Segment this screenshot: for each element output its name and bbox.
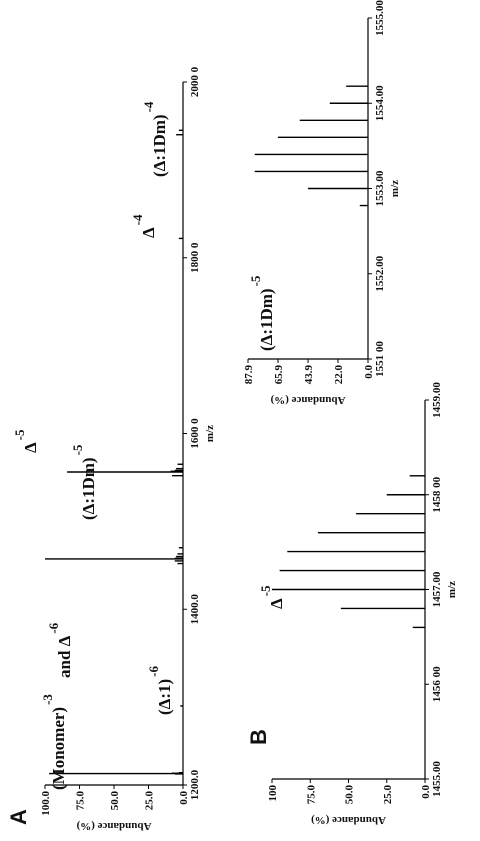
y-axis-label: Abundance (%) xyxy=(76,820,151,832)
annotation-charge: -5 xyxy=(248,275,263,286)
x-tick-label: 1200.0 xyxy=(189,769,201,800)
annotation: (Δ:1Dm) xyxy=(257,288,276,351)
annotation-charge: -3 xyxy=(40,694,55,705)
y-tick-label: 75.0 xyxy=(75,791,87,811)
y-tick-label: 25.0 xyxy=(382,785,394,805)
x-tick-label: 2000 0 xyxy=(189,66,201,97)
y-tick-label: 50.0 xyxy=(344,785,356,805)
x-tick-label: 1600 0 xyxy=(189,418,201,449)
x-axis-label: m/z xyxy=(204,425,216,442)
y-tick-label: 0.0 xyxy=(178,791,190,805)
rotated-figure: 1200.0 1400.0 1600 0 1800 0 2000 0 0.0 25.0 50.… xyxy=(6,0,458,832)
annotation: (Monomer) xyxy=(49,707,68,790)
x-tick-label: 1459.00 xyxy=(431,382,443,418)
x-tick-label: 1456 00 xyxy=(431,666,443,702)
y-tick-label: 75.0 xyxy=(305,785,317,805)
y-axis-label: Abundance (%) xyxy=(270,394,345,406)
panel-label: B xyxy=(246,729,271,745)
y-tick-label: 65.9 xyxy=(273,365,285,385)
annotation: and Δ xyxy=(55,635,74,678)
x-tick-label: 1457.00 xyxy=(431,571,443,607)
annotation: (Δ:1) xyxy=(155,679,174,715)
x-tick-label: 1455.00 xyxy=(431,761,443,797)
x-tick-label: 1458 00 xyxy=(431,476,443,512)
y-tick-label: 0.0 xyxy=(363,365,375,379)
x-tick-label: 1800 0 xyxy=(189,242,201,273)
annotation: Δ xyxy=(21,442,40,453)
y-tick-label: 0.0 xyxy=(420,785,432,799)
x-axis-label: m/z xyxy=(446,581,458,598)
annotation: (Δ:1Dm) xyxy=(150,114,169,177)
y-tick-label: 25.0 xyxy=(144,791,156,811)
annotation-charge: -5 xyxy=(12,429,27,440)
x-tick-label: 1400.0 xyxy=(189,594,201,625)
x-tick-label: 1554.00 xyxy=(374,85,386,121)
annotation: Δ xyxy=(267,598,286,609)
x-tick-label: 1555.00 xyxy=(374,0,386,36)
x-tick-label: 1552.00 xyxy=(374,255,386,291)
annotation-charge: -4 xyxy=(141,101,156,112)
annotation-charge: -5 xyxy=(258,585,273,596)
y-tick-label: 100 xyxy=(267,785,279,802)
annotation-charge: -5 xyxy=(70,444,85,455)
annotation: (Δ:1Dm) xyxy=(79,457,98,520)
x-axis-label: m/z xyxy=(389,180,401,197)
annotation-charge: -4 xyxy=(130,214,145,225)
y-axis-label: Abundance (%) xyxy=(311,814,386,826)
y-tick-label: 100.0 xyxy=(40,791,52,816)
annotation: Δ xyxy=(139,227,158,238)
y-tick-label: 87.9 xyxy=(243,365,255,385)
x-tick-label: 1553.00 xyxy=(374,170,386,206)
y-tick-label: 22.0 xyxy=(333,365,345,385)
y-tick-label: 50.0 xyxy=(109,791,121,811)
y-tick-label: 43.9 xyxy=(303,365,315,385)
annotation-charge: -6 xyxy=(46,622,61,633)
panel-label: A xyxy=(6,809,31,825)
annotation-charge: -6 xyxy=(146,666,161,677)
x-tick-label: 1551 00 xyxy=(374,341,386,377)
